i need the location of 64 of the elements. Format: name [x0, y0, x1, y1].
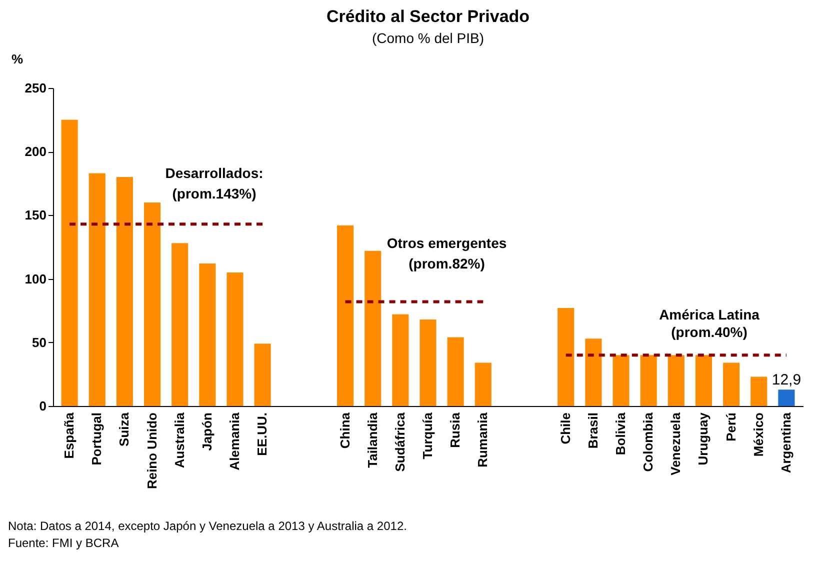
y-tick-label: 50: [32, 334, 46, 350]
x-tick-label: España: [62, 412, 77, 459]
x-tick-label: Brasil: [585, 412, 600, 449]
x-tick-label: Portugal: [89, 412, 104, 466]
chart-subtitle: (Como % del PIB): [372, 30, 484, 46]
annotation: Otros emergentes: [386, 234, 507, 251]
bar: [364, 250, 382, 406]
bar: [337, 225, 354, 406]
x-tick-label: Perú: [723, 412, 738, 442]
x-tick-label: Colombia: [640, 412, 656, 472]
bar: [144, 202, 161, 406]
y-tick-label: 0: [39, 398, 46, 414]
source-note: Fuente: FMI y BCRA: [8, 536, 119, 550]
x-tick-label: Rusia: [448, 412, 463, 448]
x-tick-label: Turquía: [420, 412, 435, 460]
bar: [612, 355, 630, 406]
text: Nota: Datos a 2014, excepto Japón y Venezuela a 2013 y Australia a 2012.: [8, 519, 407, 533]
x-tick-label: Chile: [558, 412, 573, 444]
bar: [116, 177, 133, 406]
annotation: (prom.143%): [172, 186, 256, 202]
annotation: (prom.82%): [408, 255, 485, 272]
chart-title: Crédito al Sector Privado: [326, 7, 530, 26]
bar: [750, 376, 768, 406]
y-tick-label: 200: [24, 144, 46, 160]
x-tick-label: Sudáfrica: [392, 412, 408, 472]
annotation: Desarrollados:: [165, 164, 264, 181]
x-tick-label: Uruguay: [696, 412, 711, 466]
bar: [695, 355, 712, 406]
x-tick-label: Reino Unido: [144, 412, 160, 490]
x-tick-label: Rumania: [475, 412, 490, 468]
x-tick-label: Australia: [172, 412, 187, 468]
bar: [254, 344, 271, 406]
bar: [668, 355, 684, 406]
data-label: 12,9: [772, 372, 802, 389]
annotation: (prom.40%): [671, 324, 748, 340]
bar: [447, 337, 464, 406]
x-tick-label: Tailandia: [364, 412, 380, 468]
bar: [778, 390, 795, 406]
bar: [172, 243, 188, 406]
y-axis-title: %: [12, 52, 24, 66]
x-tick-label: China: [337, 412, 352, 449]
x-tick-label: Alemania: [226, 412, 242, 470]
x-tick-label: Bolivia: [613, 412, 628, 456]
bar: [199, 264, 216, 406]
bar: [723, 362, 740, 406]
x-tick-label: Japón: [199, 412, 214, 451]
annotation: América Latina: [659, 306, 760, 322]
y-tick-label: 250: [24, 80, 46, 96]
x-tick-label: Argentina: [778, 412, 794, 474]
bar: [61, 120, 78, 406]
x-tick-label: Suiza: [116, 412, 132, 446]
bar: [420, 320, 436, 406]
x-tick-label: Venezuela: [668, 412, 684, 476]
bar: [226, 272, 244, 406]
y-tick-label: 100: [24, 271, 46, 286]
y-tick-label: 150: [24, 208, 46, 223]
bar: [474, 362, 492, 406]
bar: [640, 355, 657, 406]
x-tick-label: México: [750, 412, 766, 457]
bar: [558, 308, 574, 406]
bar: [88, 173, 106, 406]
x-tick-label: EE.UU.: [254, 412, 270, 456]
bar: [585, 338, 602, 406]
bar: [392, 314, 409, 406]
